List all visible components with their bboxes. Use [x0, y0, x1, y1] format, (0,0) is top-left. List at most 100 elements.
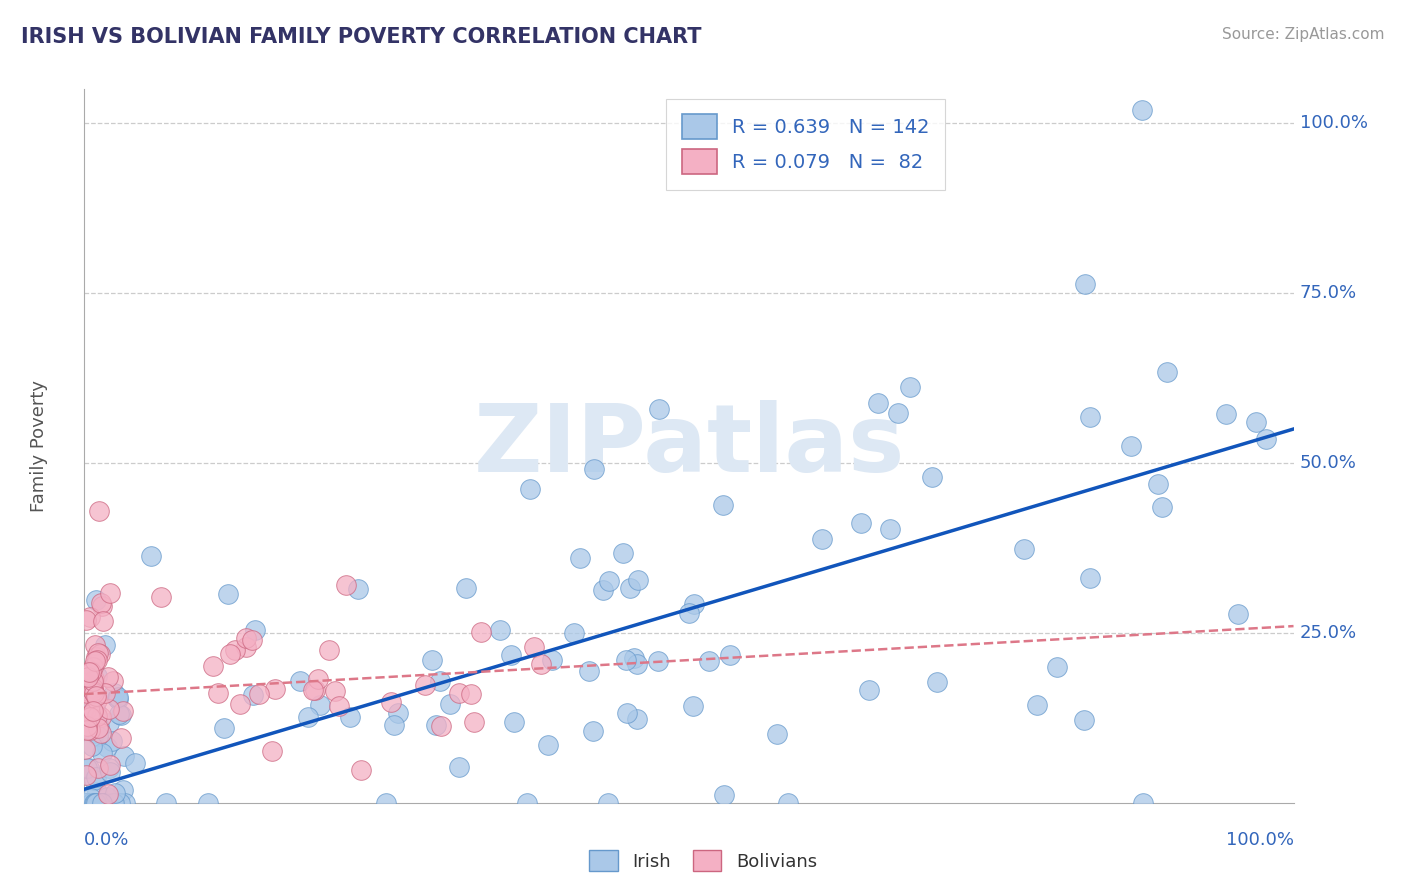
- Point: [387, 706, 409, 720]
- Point: [105, 690, 128, 705]
- Point: [75, 796, 97, 810]
- Text: Source: ZipAtlas.com: Source: ZipAtlas.com: [1222, 27, 1385, 42]
- Point: [83, 796, 105, 810]
- Point: [150, 590, 173, 604]
- Point: [80, 796, 103, 810]
- Point: [887, 406, 910, 420]
- Point: [766, 726, 789, 740]
- Point: [1132, 103, 1154, 117]
- Point: [207, 686, 229, 700]
- Point: [229, 697, 252, 711]
- Point: [626, 657, 648, 671]
- Point: [104, 786, 127, 800]
- Point: [90, 596, 112, 610]
- Point: [626, 712, 648, 726]
- Point: [114, 796, 136, 810]
- Point: [569, 550, 592, 565]
- Point: [288, 673, 311, 688]
- Point: [454, 581, 477, 595]
- Point: [82, 674, 104, 689]
- Point: [91, 796, 114, 810]
- Point: [79, 665, 101, 680]
- Point: [73, 742, 96, 756]
- Point: [76, 670, 98, 684]
- Point: [84, 796, 107, 810]
- Point: [80, 796, 103, 810]
- Point: [578, 664, 600, 678]
- Point: [489, 624, 512, 638]
- Point: [90, 796, 112, 810]
- Point: [235, 640, 257, 655]
- Point: [83, 672, 105, 686]
- Point: [900, 379, 922, 393]
- Point: [647, 654, 669, 668]
- Point: [447, 685, 470, 699]
- Point: [94, 686, 117, 700]
- Point: [91, 796, 114, 810]
- Point: [328, 698, 350, 713]
- Point: [94, 638, 117, 652]
- Point: [82, 684, 104, 698]
- Point: [80, 796, 103, 810]
- Point: [103, 796, 125, 810]
- Point: [87, 729, 110, 743]
- Point: [75, 796, 97, 810]
- Point: [776, 796, 799, 810]
- Point: [697, 654, 720, 668]
- Point: [1226, 607, 1249, 621]
- Point: [516, 796, 538, 810]
- Point: [79, 609, 101, 624]
- Point: [86, 669, 108, 683]
- Point: [612, 546, 634, 560]
- Point: [89, 648, 111, 662]
- Point: [87, 721, 110, 735]
- Point: [323, 683, 346, 698]
- Point: [97, 702, 120, 716]
- Point: [921, 470, 943, 484]
- Point: [463, 714, 485, 729]
- Point: [111, 704, 134, 718]
- Point: [97, 787, 120, 801]
- Point: [155, 796, 177, 810]
- Point: [84, 770, 107, 784]
- Point: [98, 586, 121, 600]
- Point: [82, 796, 104, 810]
- Point: [713, 789, 735, 803]
- Point: [868, 396, 890, 410]
- Point: [711, 498, 734, 512]
- Point: [77, 709, 100, 723]
- Point: [84, 704, 107, 718]
- Point: [582, 461, 605, 475]
- Point: [84, 690, 107, 704]
- Point: [107, 690, 129, 704]
- Point: [309, 698, 332, 713]
- Point: [810, 532, 832, 546]
- Point: [1119, 439, 1142, 453]
- Point: [90, 710, 112, 724]
- Point: [73, 676, 96, 690]
- Point: [84, 592, 107, 607]
- Point: [108, 796, 131, 810]
- Point: [1026, 698, 1049, 712]
- Point: [86, 761, 108, 775]
- Point: [413, 678, 436, 692]
- Point: [75, 667, 97, 681]
- Point: [304, 683, 326, 698]
- Point: [112, 748, 135, 763]
- Point: [96, 740, 118, 755]
- Point: [75, 703, 97, 717]
- Point: [530, 657, 553, 671]
- Point: [430, 719, 453, 733]
- Point: [537, 738, 560, 752]
- Point: [375, 796, 398, 810]
- Text: 25.0%: 25.0%: [1299, 624, 1357, 642]
- Point: [79, 710, 101, 724]
- Point: [1254, 432, 1277, 446]
- Point: [598, 796, 620, 810]
- Point: [1215, 408, 1237, 422]
- Point: [627, 573, 650, 587]
- Point: [77, 761, 100, 775]
- Point: [683, 598, 706, 612]
- Text: IRISH VS BOLIVIAN FAMILY POVERTY CORRELATION CHART: IRISH VS BOLIVIAN FAMILY POVERTY CORRELA…: [21, 27, 702, 46]
- Point: [110, 731, 132, 745]
